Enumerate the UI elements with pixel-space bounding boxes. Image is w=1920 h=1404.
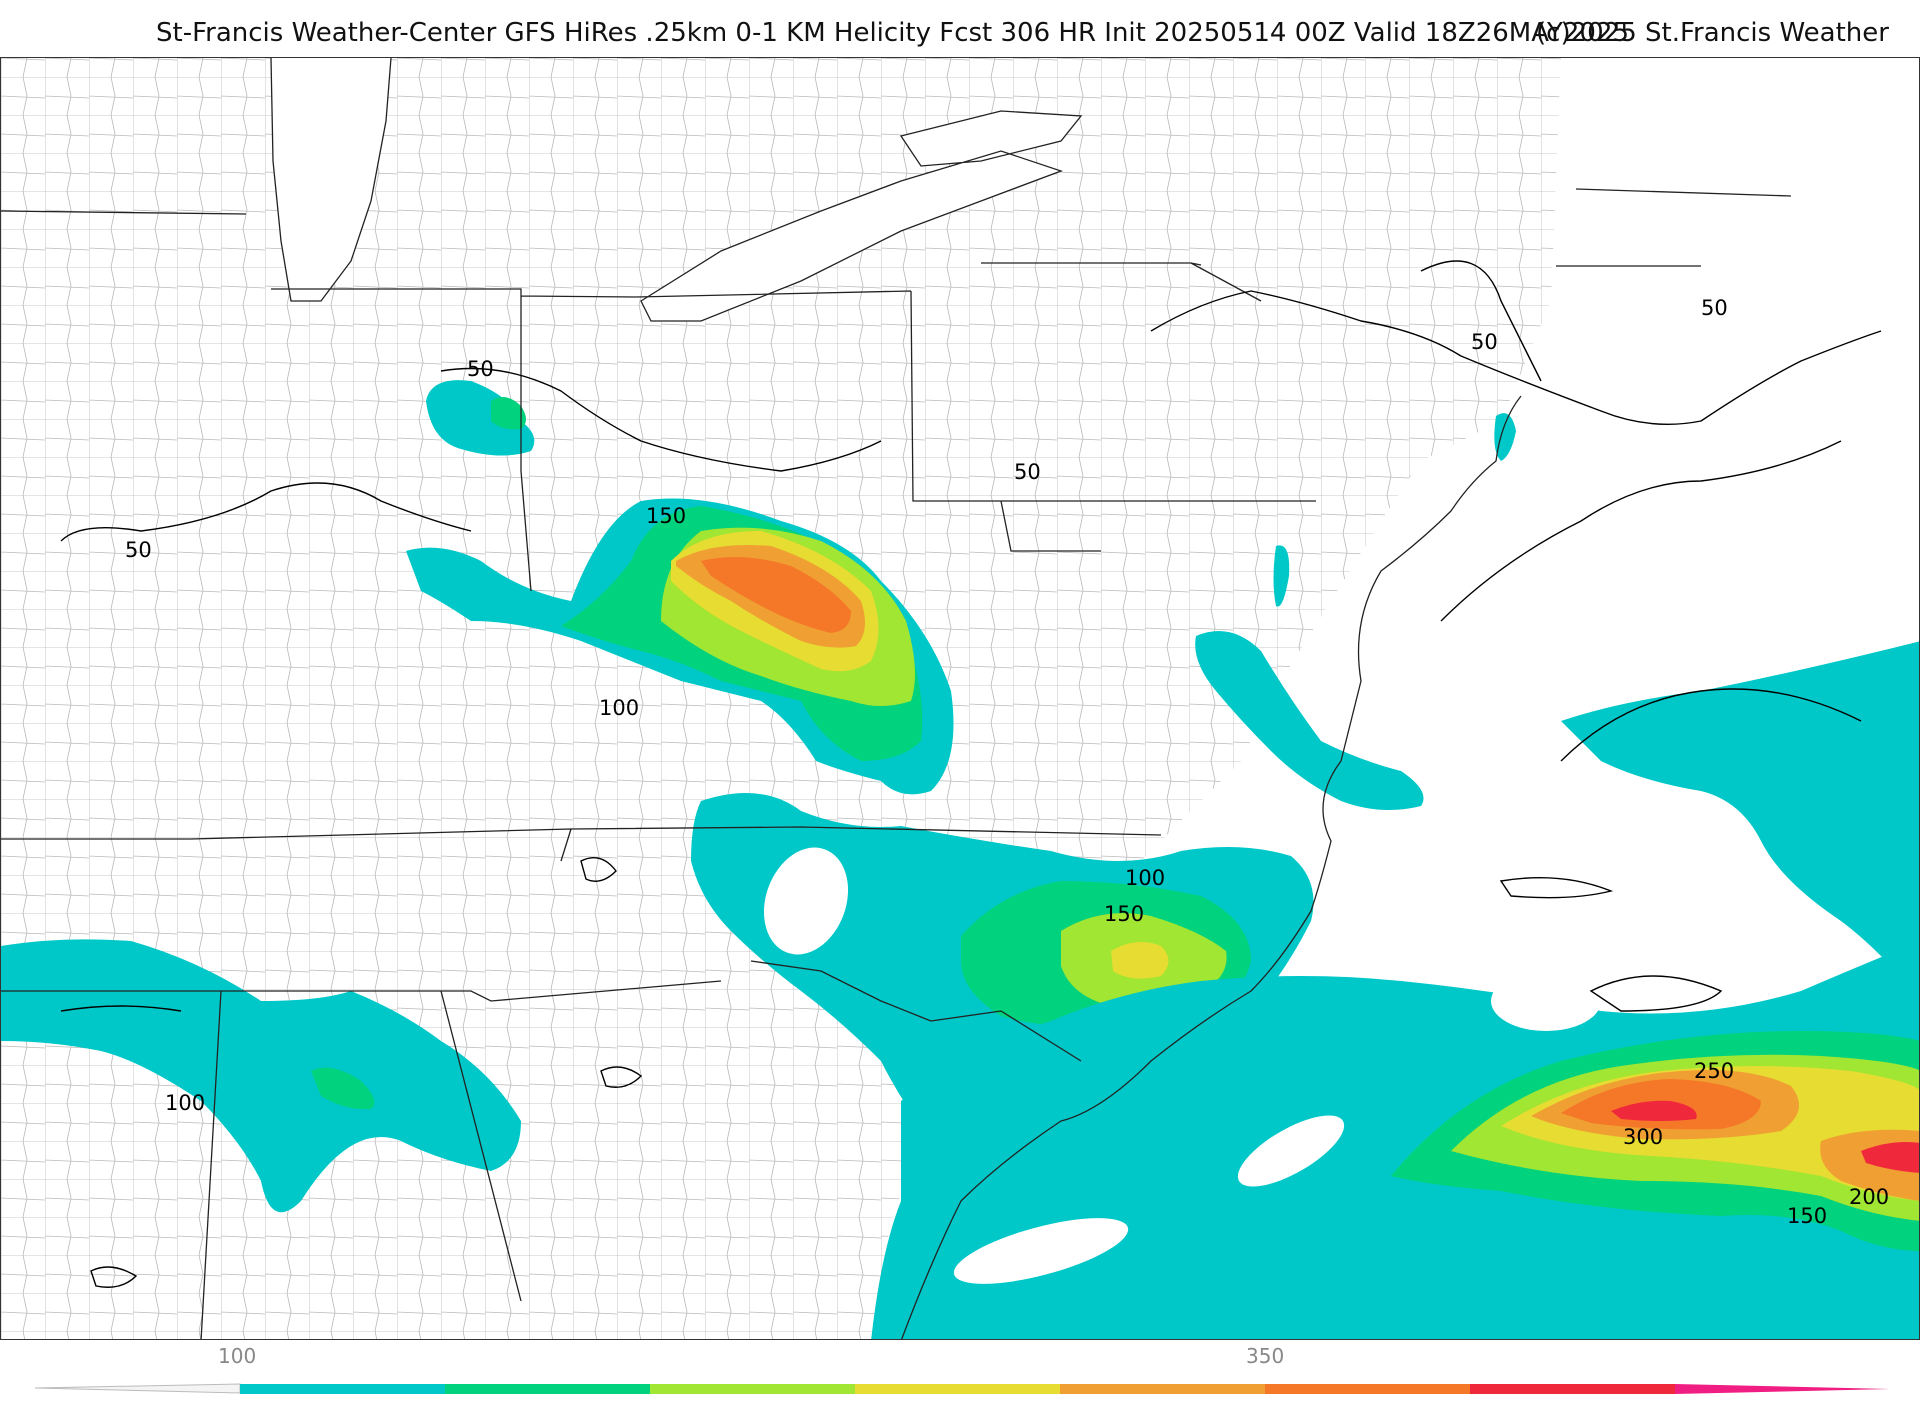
fill-350-ohio-valley (701, 557, 851, 633)
contour-lines (60, 260, 1882, 1288)
borders-layer (1, 58, 1792, 1339)
contour-50-atlantic (1440, 440, 1862, 1012)
contour-label: 50 (1471, 330, 1498, 354)
contour-label: 300 (1623, 1125, 1663, 1149)
colorbar-segment (650, 1384, 855, 1394)
contour-label: 250 (1694, 1059, 1734, 1083)
fill-400-atlantic (1611, 1100, 1697, 1121)
fill-400-atlantic-east (1861, 1142, 1919, 1173)
contour-label-layer: 50 50 150 100 50 50 50 100 150 100 250 3… (125, 296, 1889, 1228)
state-borders (1, 188, 1792, 1339)
gap-carolina (763, 847, 849, 955)
helicity-fill-layer (1, 380, 1919, 1339)
lake-erie-water (641, 151, 1061, 321)
fill-100-wisconsin (426, 380, 535, 456)
contour-label: 50 (1701, 296, 1728, 320)
map-title: St-Francis Weather-Center GFS HiRes .25k… (156, 18, 1630, 48)
colorbar-under-arrow (34, 1383, 241, 1394)
contour-label: 50 (467, 357, 494, 381)
contour-label: 50 (125, 538, 152, 562)
colorbar-segment (855, 1384, 1060, 1394)
colorbar-segment (1470, 1384, 1675, 1394)
coastline (901, 395, 1522, 1339)
contour-label: 50 (1014, 460, 1041, 484)
contour-50-midwest (60, 367, 882, 542)
contour-50-northeast (1150, 260, 1882, 426)
contour-label: 200 (1849, 1185, 1889, 1209)
contour-label: 150 (1104, 902, 1144, 926)
fill-100-coastal-atlantic (871, 941, 1919, 1339)
copyright-label: (c)2025 St.Francis Weather (1536, 18, 1889, 48)
gap-ocean-2 (1491, 971, 1601, 1031)
colorbar-segment (240, 1384, 445, 1394)
contour-label: 150 (646, 504, 686, 528)
fill-250-carolinas (1111, 942, 1169, 979)
colorbar-segment (1265, 1384, 1470, 1394)
fill-100-md (1273, 545, 1290, 607)
gap-ocean-3 (953, 1218, 1129, 1284)
colorbar-svg: 100 350 (34, 1344, 1890, 1394)
colorbar-segment (1060, 1384, 1265, 1394)
fill-100-jersey (1494, 413, 1516, 461)
map-frame: 50 50 150 100 50 50 50 100 150 100 250 3… (0, 57, 1920, 1340)
fill-100-atlantic-east (1561, 641, 1919, 999)
map-title-bar: St-Francis Weather-Center GFS HiRes .25k… (0, 14, 1920, 54)
fill-150-wisconsin (491, 397, 526, 430)
contour-label: 100 (599, 696, 639, 720)
contour-50-south (60, 857, 643, 1288)
lake-shores (270, 58, 1083, 322)
contour-label: 150 (1787, 1204, 1827, 1228)
colorbar-over-arrow (1675, 1384, 1890, 1394)
great-lakes-water (271, 58, 391, 301)
colorbar-tick-label: 100 (218, 1344, 256, 1368)
fill-150-georgia (311, 1067, 375, 1110)
fill-100-georgia (1, 939, 521, 1213)
colorbar: 100 350 (0, 1340, 1920, 1400)
colorbar-segment (445, 1384, 650, 1394)
fill-100-delmarva (1195, 631, 1424, 810)
map-canvas: 50 50 150 100 50 50 50 100 150 100 250 3… (1, 58, 1919, 1339)
gap-ocean-1 (1237, 1115, 1345, 1187)
contour-label: 100 (165, 1091, 205, 1115)
colorbar-tick-label: 350 (1246, 1344, 1284, 1368)
contour-label: 100 (1125, 866, 1165, 890)
